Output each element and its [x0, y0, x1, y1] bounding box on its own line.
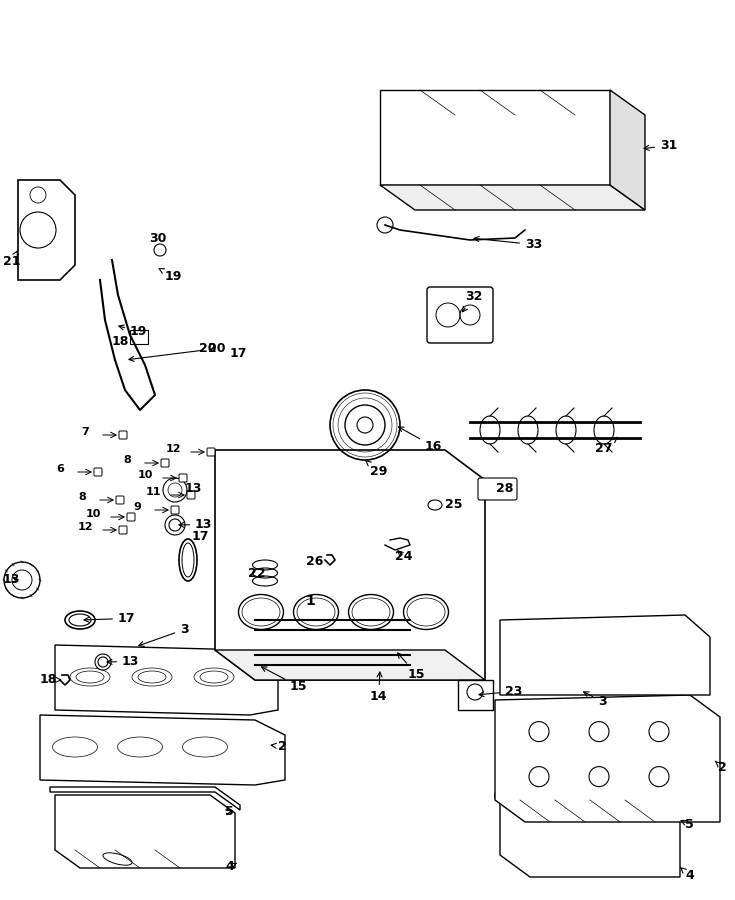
- Bar: [458, 680, 493, 710]
- Polygon shape: [215, 650, 485, 680]
- Text: 20: 20: [129, 342, 226, 362]
- Polygon shape: [55, 645, 278, 715]
- Text: 21: 21: [3, 251, 21, 268]
- Text: 25: 25: [445, 498, 462, 511]
- Text: 2: 2: [715, 761, 727, 774]
- Polygon shape: [500, 800, 680, 877]
- Circle shape: [467, 684, 483, 700]
- Circle shape: [154, 244, 166, 256]
- Polygon shape: [55, 795, 235, 868]
- Text: 8: 8: [123, 455, 131, 465]
- Text: 17: 17: [84, 612, 135, 625]
- Text: 22: 22: [248, 567, 266, 580]
- Text: 33: 33: [474, 237, 542, 251]
- Text: 10: 10: [85, 509, 101, 519]
- Ellipse shape: [556, 416, 576, 444]
- Text: 30: 30: [149, 232, 167, 245]
- Text: 9: 9: [133, 502, 141, 512]
- Text: 27: 27: [595, 437, 617, 455]
- Text: 4: 4: [680, 867, 694, 882]
- Ellipse shape: [480, 416, 500, 444]
- Polygon shape: [40, 715, 285, 785]
- Text: 13: 13: [3, 573, 21, 586]
- Text: 15: 15: [398, 653, 426, 681]
- Polygon shape: [610, 90, 645, 210]
- Text: 4: 4: [225, 860, 237, 873]
- Text: 1: 1: [305, 594, 315, 608]
- Polygon shape: [50, 787, 240, 810]
- Text: 32: 32: [462, 290, 482, 311]
- Polygon shape: [215, 450, 485, 680]
- Text: 17: 17: [229, 347, 247, 360]
- Polygon shape: [500, 615, 710, 695]
- Text: 23: 23: [479, 685, 523, 698]
- Text: 24: 24: [395, 550, 412, 563]
- FancyBboxPatch shape: [94, 468, 102, 476]
- Text: 13: 13: [185, 482, 202, 495]
- Text: 26: 26: [306, 555, 323, 568]
- FancyBboxPatch shape: [179, 474, 187, 482]
- Ellipse shape: [594, 416, 614, 444]
- FancyBboxPatch shape: [119, 526, 127, 534]
- Text: 7: 7: [81, 427, 89, 437]
- Text: 8: 8: [78, 492, 86, 502]
- FancyBboxPatch shape: [427, 287, 493, 343]
- Text: 18: 18: [40, 673, 61, 686]
- Polygon shape: [495, 695, 720, 822]
- Text: 5: 5: [681, 818, 694, 831]
- Text: 12: 12: [77, 522, 93, 532]
- Bar: [130, 330, 148, 344]
- Text: 28: 28: [496, 482, 514, 495]
- Text: 2: 2: [271, 740, 287, 753]
- FancyBboxPatch shape: [207, 448, 215, 456]
- Text: 29: 29: [365, 461, 387, 478]
- Text: 18: 18: [111, 335, 129, 348]
- Text: 16: 16: [398, 427, 442, 453]
- Polygon shape: [18, 180, 75, 280]
- Polygon shape: [380, 90, 610, 185]
- FancyBboxPatch shape: [171, 506, 179, 514]
- FancyBboxPatch shape: [119, 431, 127, 439]
- Text: 13: 13: [179, 518, 212, 531]
- Text: 3: 3: [584, 692, 606, 708]
- Text: 20: 20: [199, 342, 217, 355]
- Text: 14: 14: [370, 672, 387, 703]
- Text: 5: 5: [225, 805, 234, 818]
- Text: 10: 10: [137, 470, 153, 480]
- Text: 13: 13: [107, 655, 140, 668]
- Text: 19: 19: [119, 325, 148, 338]
- Text: 11: 11: [146, 487, 161, 497]
- Text: 3: 3: [139, 623, 189, 646]
- Text: 19: 19: [159, 268, 182, 283]
- Polygon shape: [380, 185, 645, 210]
- Polygon shape: [495, 793, 685, 820]
- FancyBboxPatch shape: [127, 513, 135, 521]
- Text: 6: 6: [56, 464, 64, 474]
- FancyBboxPatch shape: [478, 478, 517, 500]
- FancyBboxPatch shape: [161, 459, 169, 467]
- FancyBboxPatch shape: [187, 491, 195, 499]
- Text: 12: 12: [165, 444, 181, 454]
- Text: 31: 31: [644, 139, 678, 152]
- FancyBboxPatch shape: [116, 496, 124, 504]
- Text: 15: 15: [262, 667, 307, 693]
- Text: 17: 17: [191, 530, 209, 543]
- Ellipse shape: [518, 416, 538, 444]
